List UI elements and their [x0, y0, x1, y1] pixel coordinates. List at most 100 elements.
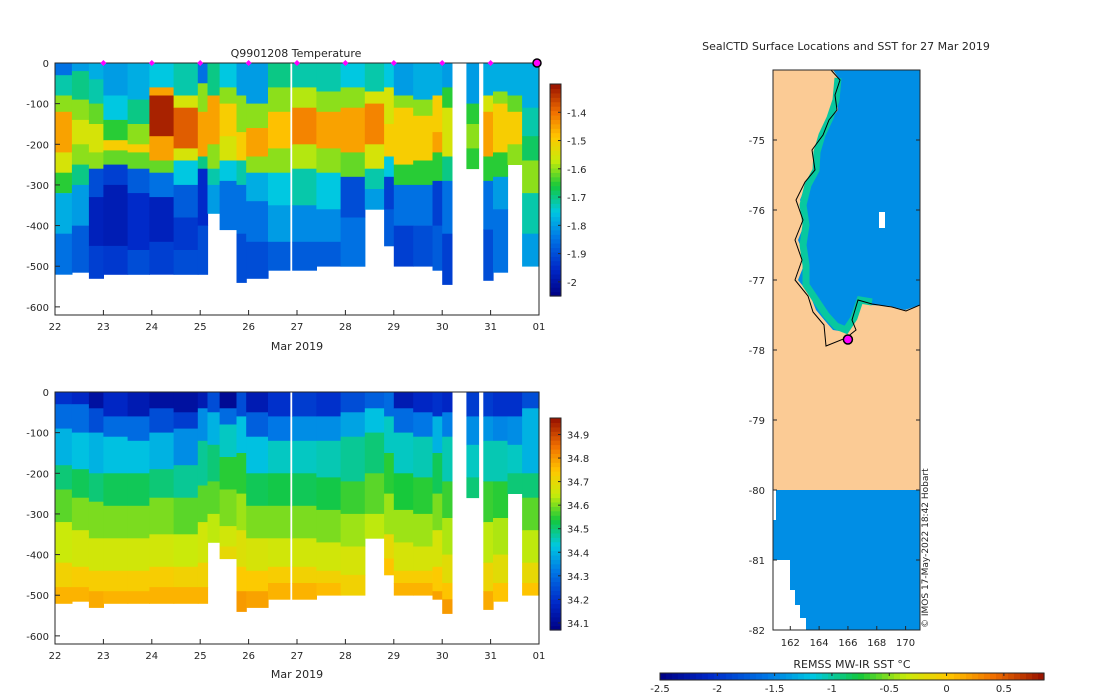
p0-xtick-label: 23 — [97, 322, 110, 333]
p1-cell — [236, 453, 247, 494]
p1-colorbar-step — [550, 524, 561, 530]
p1-ytick-label: 0 — [43, 388, 49, 399]
p1-cell — [364, 513, 385, 539]
p0-xtick-label: 25 — [194, 322, 207, 333]
p0-colorbar-step — [550, 220, 561, 226]
p0-colorbar-step — [550, 269, 561, 275]
p1-cell — [219, 489, 238, 527]
p0-cell — [413, 184, 434, 226]
p0-xtick-label: 26 — [242, 322, 255, 333]
sst-colorbar-step — [702, 673, 709, 680]
p0-colorbar-label: -2 — [567, 278, 577, 289]
p0-xtick-label: 28 — [339, 322, 352, 333]
sst-colorbar-step — [900, 673, 907, 680]
sst-colorbar-step — [678, 673, 685, 680]
p1-cell — [219, 424, 238, 458]
p1-cell — [246, 505, 269, 539]
p0-cell — [246, 241, 269, 279]
p1-colorbar-label: 34.9 — [567, 430, 589, 441]
p0-colorbar-step — [550, 194, 561, 200]
p1-colorbar-step — [550, 448, 561, 454]
p1-cell — [71, 497, 90, 531]
p1-cell — [246, 570, 269, 592]
p1-cell — [340, 412, 366, 438]
p0-cell — [393, 184, 414, 226]
p1-colorbar-step — [550, 493, 561, 499]
p0-cell — [88, 245, 104, 279]
p0-cell — [103, 63, 129, 96]
p1-cell — [432, 416, 443, 454]
p1-cell — [127, 440, 150, 474]
sst-colorbar-step — [792, 673, 799, 680]
p1-colorbar-step — [550, 497, 561, 503]
sst-colorbar-step — [660, 673, 667, 680]
p1-cell — [149, 497, 175, 535]
p0-cell — [219, 63, 238, 88]
sst-colorbar-step — [966, 673, 973, 680]
p0-cell — [292, 241, 317, 271]
p1-xtick-label: 22 — [49, 651, 62, 662]
p1-cell — [393, 570, 414, 584]
map-lat-tick-label: -79 — [749, 416, 765, 427]
sst-colorbar-step — [822, 673, 829, 680]
sst-colorbar-tick-label: -2.5 — [650, 684, 670, 695]
sst-colorbar-step — [780, 673, 787, 680]
p0-cell — [483, 63, 494, 96]
p0-colorbar-step — [550, 92, 561, 98]
sst-colorbar-tick-label: -2 — [712, 684, 722, 695]
p1-colorbar-step — [550, 501, 561, 507]
p1-cell — [268, 440, 291, 474]
p1-cell — [268, 473, 291, 507]
p1-xtick-label: 24 — [145, 651, 158, 662]
p0-cell — [483, 111, 494, 157]
map-lat-tick-label: -75 — [749, 136, 765, 147]
p1-cell — [197, 587, 209, 604]
p1-cell — [493, 518, 509, 555]
p1-cell — [246, 473, 269, 507]
sst-colorbar-step — [684, 673, 691, 680]
p1-cell — [236, 566, 247, 592]
p1-cell — [507, 444, 523, 474]
p1-cell — [103, 570, 129, 592]
p0-cell — [384, 87, 395, 125]
p1-cell — [292, 566, 317, 584]
p0-cell — [173, 250, 199, 275]
p1-colorbar-step — [550, 418, 561, 424]
p0-cell — [219, 180, 238, 231]
temperature-x-ticks: 22 23 24 25 26 27 28 29 30 31 01 — [49, 310, 546, 333]
p0-xtick-label: 01 — [533, 322, 546, 333]
p0-colorbar-step — [550, 198, 561, 204]
p1-cell — [103, 538, 129, 572]
p1-colorbar-step — [550, 471, 561, 477]
p0-cell — [340, 217, 366, 267]
p1-cell — [292, 473, 317, 507]
sst-colorbar-step — [1002, 673, 1009, 680]
p0-colorbar-step — [550, 172, 561, 178]
p0-cell — [236, 63, 247, 96]
p0-cell — [316, 111, 342, 149]
p0-cell — [71, 164, 90, 186]
sst-colorbar: -2.5 -2 -1.5 -1 -0.5 0 0.5 — [650, 672, 1045, 695]
map-lat-tick-label: -82 — [749, 626, 765, 637]
sst-colorbar-tick-label: -1.5 — [765, 684, 785, 695]
p0-cell — [292, 144, 317, 170]
sst-colorbar-step — [810, 673, 817, 680]
p0-colorbar-step — [550, 287, 561, 293]
p1-cell — [413, 513, 434, 547]
p0-colorbar-step — [550, 150, 561, 156]
p1-cell — [127, 505, 150, 539]
p0-cell — [432, 132, 443, 153]
p1-colorbar-step — [550, 515, 561, 521]
sst-colorbar-step — [834, 673, 841, 680]
p1-cell — [197, 440, 209, 486]
p1-cell — [127, 538, 150, 572]
p0-colorbar-step — [550, 265, 561, 271]
sst-colorbar-step — [804, 673, 811, 680]
p1-cell — [340, 481, 366, 515]
p1-cell — [522, 392, 540, 409]
p0-cell — [71, 71, 90, 100]
p0-cell — [268, 241, 291, 271]
p1-cell — [149, 587, 175, 604]
p0-cell — [55, 172, 73, 194]
sst-colorbar-step — [756, 673, 763, 680]
